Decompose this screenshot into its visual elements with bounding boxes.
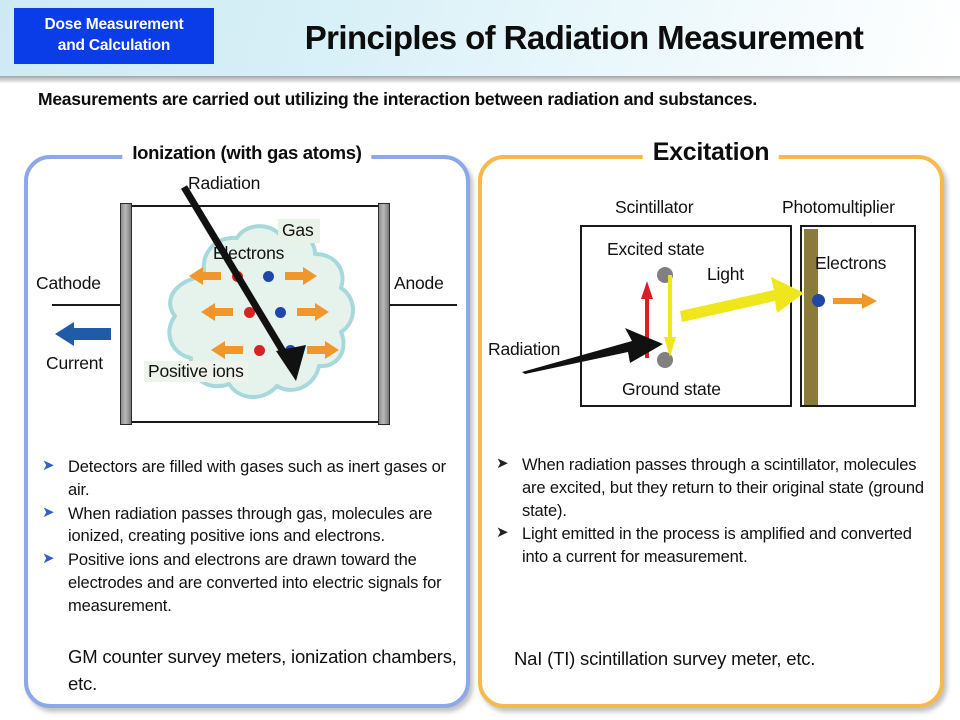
drift-arrow-left-icon <box>189 267 221 285</box>
drift-arrow-left-icon <box>201 303 233 321</box>
list-item: ➤ When radiation passes through gas, mol… <box>36 503 456 549</box>
bullet-arrow-icon: ➤ <box>496 524 509 542</box>
list-item-text: Light emitted in the process is amplifie… <box>522 525 912 567</box>
radiation-arrow-icon-right <box>522 328 663 374</box>
ion-pair-row <box>200 301 330 323</box>
footer-note-ionization: GM counter survey meters, ionization cha… <box>68 646 457 694</box>
list-item: ➤ When radiation passes through a scinti… <box>490 454 934 522</box>
anode-label: Anode <box>394 273 444 293</box>
scintillator-label: Scintillator <box>615 197 694 217</box>
cathode-wire <box>52 304 122 306</box>
bullet-arrow-icon: ➤ <box>42 503 55 521</box>
drift-arrow-right-icon <box>297 303 329 321</box>
gas-label: Gas <box>278 219 320 243</box>
page-title: Principles of Radiation Measurement <box>304 19 864 56</box>
bullet-arrow-icon: ➤ <box>42 457 55 474</box>
list-item-text: Positive ions and electrons are drawn to… <box>68 551 442 615</box>
positive-ion-dot <box>254 344 265 356</box>
photomultiplier-box <box>800 225 916 407</box>
topic-badge-line1: Dose Measurement <box>44 16 184 34</box>
cathode-label: Cathode <box>36 273 101 293</box>
ground-state-label: Ground state <box>622 379 721 399</box>
cathode-electrode <box>120 203 132 425</box>
panel-title-ionization: Ionization (with gas atoms) <box>122 142 372 164</box>
excitation-diagram: Scintillator Photomultiplier Excited sta… <box>482 191 932 441</box>
current-arrow-icon <box>55 322 111 346</box>
photocathode-bar <box>804 229 818 405</box>
list-item: ➤ Detectors are filled with gases such a… <box>36 456 456 502</box>
footer-note-excitation: NaI (TI) scintillation survey meter, etc… <box>514 648 816 669</box>
pmt-electron-arrow-icon <box>833 293 877 309</box>
bullet-arrow-icon: ➤ <box>42 550 55 568</box>
anode-wire <box>389 304 457 306</box>
list-item-text: When radiation passes through a scintill… <box>522 456 924 520</box>
emission-arrow-icon <box>664 275 676 357</box>
drift-arrow-right-icon <box>285 267 317 285</box>
topic-badge: Dose Measurement and Calculation <box>14 8 214 64</box>
header-shadow <box>0 76 960 83</box>
electron-dot <box>275 306 286 318</box>
light-label: Light <box>707 264 744 284</box>
anode-electrode <box>378 203 390 425</box>
drift-arrow-right-icon <box>307 341 339 359</box>
photomultiplier-label: Photomultiplier <box>782 197 895 217</box>
positive-ion-dot <box>244 306 255 318</box>
radiation-label-right: Radiation <box>488 339 561 359</box>
bullet-arrow-icon: ➤ <box>496 455 509 472</box>
topic-badge-line2: and Calculation <box>57 37 171 54</box>
list-item: ➤ Positive ions and electrons are drawn … <box>36 549 456 617</box>
drift-arrow-left-icon <box>211 341 243 359</box>
ionization-diagram: Radiation Gas Electrons Positive ions <box>28 173 458 443</box>
panel-title-excitation: Excitation <box>642 138 780 167</box>
intro-text: Measurements are carried out utilizing t… <box>38 89 758 109</box>
positive-ions-label: Positive ions <box>144 361 248 382</box>
light-arrow-icon <box>680 277 804 322</box>
ground-state-dot <box>657 352 673 368</box>
electron-dot <box>263 270 274 282</box>
list-item-text: When radiation passes through gas, molec… <box>68 504 433 546</box>
bullet-list-excitation: ➤ When radiation passes through a scinti… <box>490 454 934 570</box>
radiation-arrow-icon-left <box>181 185 306 381</box>
bullet-list-ionization: ➤ Detectors are filled with gases such a… <box>36 456 456 618</box>
excitation-arrow-icon <box>641 281 653 358</box>
list-item-text: Detectors are filled with gases such as … <box>68 458 446 499</box>
current-label: Current <box>46 353 103 373</box>
pmt-electron-dot <box>812 294 825 307</box>
excited-state-label: Excited state <box>607 239 705 259</box>
list-item: ➤ Light emitted in the process is amplif… <box>490 523 934 569</box>
electrons-label-right: Electrons <box>815 253 887 273</box>
radiation-label-left: Radiation <box>188 173 261 193</box>
panel-ionization: Ionization (with gas atoms) Radiation Ga… <box>24 142 470 708</box>
panel-excitation: Excitation Scintillator Photomultiplier … <box>478 138 944 708</box>
